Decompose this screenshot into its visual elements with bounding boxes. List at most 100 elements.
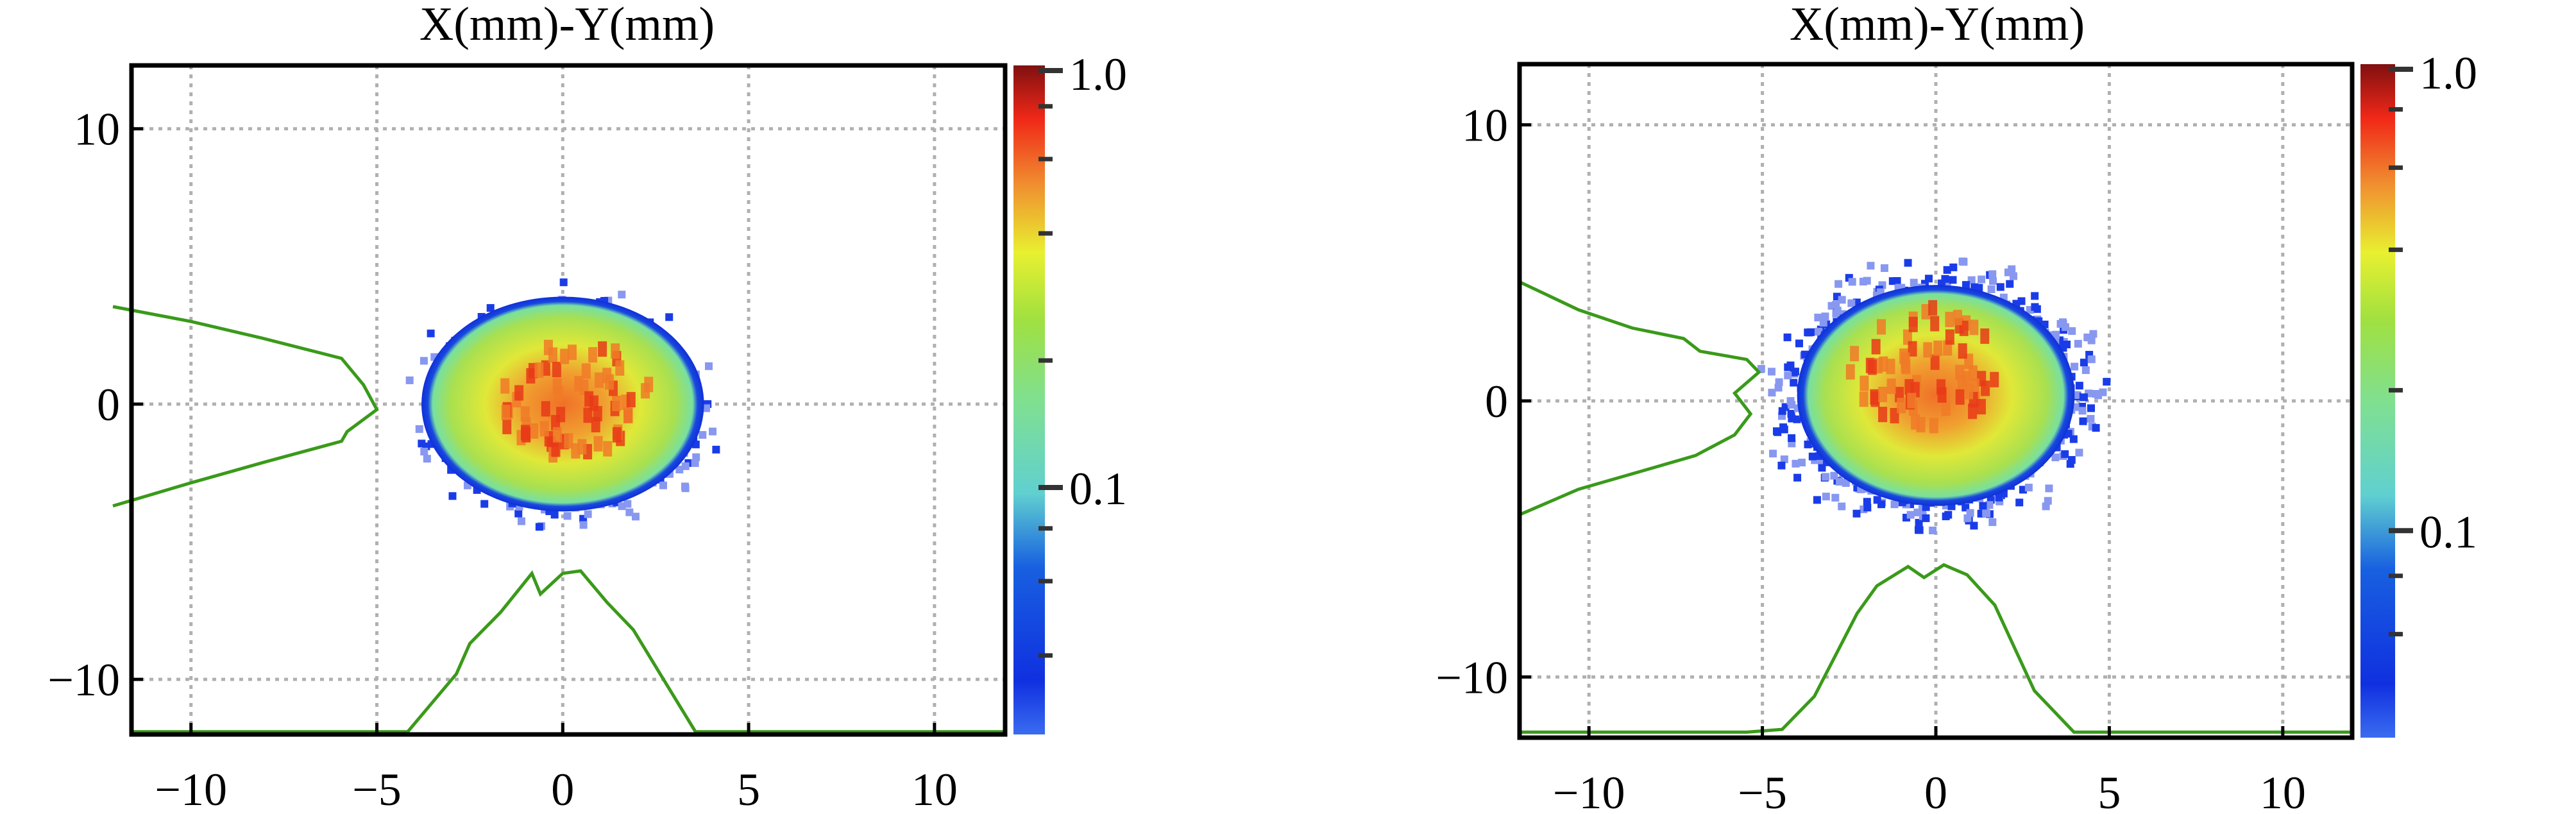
beam-scatter-point: [2024, 484, 2033, 492]
beam-scatter-point: [1958, 257, 1967, 266]
beam-hotspot: [588, 347, 598, 363]
x-tick-label: 0: [1924, 767, 1947, 814]
beam-scatter-point: [1848, 278, 1856, 286]
beam-scatter-point: [625, 508, 634, 516]
beam-scatter-point: [1821, 312, 1829, 321]
beam-scatter-point: [1779, 423, 1788, 432]
colorbar: [2360, 64, 2395, 738]
beam-scatter-point: [1989, 277, 1997, 285]
beam-scatter-point: [709, 427, 717, 436]
beam-scatter-point: [405, 376, 414, 384]
beam-hotspot: [1933, 340, 1943, 356]
beam-scatter-point: [1996, 283, 2004, 291]
beam-hotspot: [548, 347, 557, 363]
beam-scatter-point: [1978, 275, 1986, 284]
x-tick-label: −10: [1553, 767, 1625, 814]
beam-scatter-point: [618, 291, 626, 299]
beam-scatter-point: [448, 492, 457, 500]
beam-scatter-point: [1838, 502, 1846, 511]
beam-hotspot: [1878, 407, 1888, 423]
beam-scatter-point: [1783, 333, 1792, 341]
beam-scatter-point: [1906, 511, 1915, 519]
beam-scatter-point: [1775, 378, 1783, 386]
beam-scatter-point: [1835, 477, 1843, 486]
beam-scatter-point: [2061, 323, 2069, 331]
beam-scatter-point: [1988, 518, 1997, 527]
beam-scatter-point: [1805, 328, 1813, 337]
beam-scatter-point: [2009, 272, 2017, 280]
beam-scatter-point: [699, 431, 707, 439]
beam-scatter-point: [514, 509, 523, 518]
beam-scatter-point: [2006, 280, 2014, 288]
beam-hotspot: [541, 401, 550, 417]
y-tick-label: 0: [1485, 376, 1508, 427]
y-profile-line: [1517, 279, 1761, 517]
beam-scatter-point: [1831, 493, 1840, 502]
beam-hotspot: [552, 362, 561, 378]
beam-hotspot: [598, 341, 607, 357]
beam-scatter-point: [2015, 498, 2024, 507]
beam-scatter-point: [1835, 280, 1843, 288]
beam-scatter-point: [584, 510, 592, 518]
beam-hotspot: [554, 386, 563, 402]
beam-scatter-point: [681, 462, 690, 470]
beam-scatter-point: [2074, 339, 2082, 348]
beam-scatter-point: [2075, 382, 2083, 390]
beam-scatter-point: [1784, 371, 1792, 380]
beam-scatter-point: [1832, 301, 1840, 309]
beam-scatter-point: [1790, 368, 1798, 377]
beam-scatter-point: [2017, 297, 2026, 305]
beam-scatter-point: [423, 455, 431, 463]
beam-hotspot: [534, 362, 544, 378]
beam-scatter-point: [1877, 500, 1885, 509]
beam-hotspot: [552, 427, 562, 443]
beam-hotspot: [1945, 329, 1954, 345]
beam-hotspot: [1928, 300, 1938, 316]
beam-scatter-point: [1822, 473, 1830, 481]
y-tick-label: 10: [1462, 100, 1508, 151]
beam-scatter-point: [1778, 407, 1786, 415]
beam-hotspot: [1964, 384, 1974, 400]
beam-scatter-point: [1788, 434, 1796, 442]
beam-hotspot: [1850, 346, 1860, 362]
beam-scatter-point: [2080, 393, 2088, 402]
y-profile-line: [112, 305, 379, 508]
beam-scatter-point: [675, 465, 684, 473]
beam-hotspot: [539, 421, 549, 437]
beam-scatter-point: [1808, 452, 1817, 461]
beam-scatter-point: [1795, 339, 1804, 348]
beam-hotspot: [1859, 391, 1868, 407]
beam-scatter-point: [1769, 450, 1777, 458]
beam-hotspot: [1901, 352, 1910, 368]
beam-hotspot: [1930, 316, 1940, 332]
beam-scatter-point: [1838, 296, 1846, 304]
beam-scatter-point: [1966, 509, 1974, 517]
colorbar-tick-label: 1.0: [2419, 47, 2477, 99]
beam-hotspot: [1955, 389, 1965, 405]
beam-hotspot: [560, 348, 570, 364]
beam-hotspot: [644, 377, 654, 393]
beam-scatter-point: [1863, 498, 1871, 506]
beam-hotspot: [1921, 303, 1931, 319]
beam-hotspot: [574, 376, 584, 392]
beam-scatter-point: [702, 404, 711, 412]
x-tick-label: −10: [155, 764, 227, 814]
beam-scatter-point: [1788, 400, 1796, 409]
x-tick-label: −5: [1738, 767, 1787, 814]
beam-scatter-point: [659, 481, 667, 489]
beam-scatter-point: [563, 512, 572, 520]
beam-hotspot: [1879, 356, 1888, 372]
beam-hotspot: [514, 385, 524, 401]
beam-hotspot: [501, 404, 511, 420]
beam-hotspot: [1990, 371, 1999, 387]
beam-scatter-point: [427, 329, 435, 337]
beam-scatter-point: [420, 447, 428, 455]
beam-hotspot: [526, 368, 536, 384]
x-tick-label: 5: [2097, 767, 2121, 814]
beam-hotspot: [1878, 387, 1888, 403]
beam-scatter-point: [692, 453, 700, 461]
beam-scatter-point: [2071, 362, 2079, 371]
beam-hotspot: [1930, 354, 1940, 370]
beam-scatter-point: [1915, 526, 1924, 534]
beam-scatter-point: [2042, 502, 2050, 511]
